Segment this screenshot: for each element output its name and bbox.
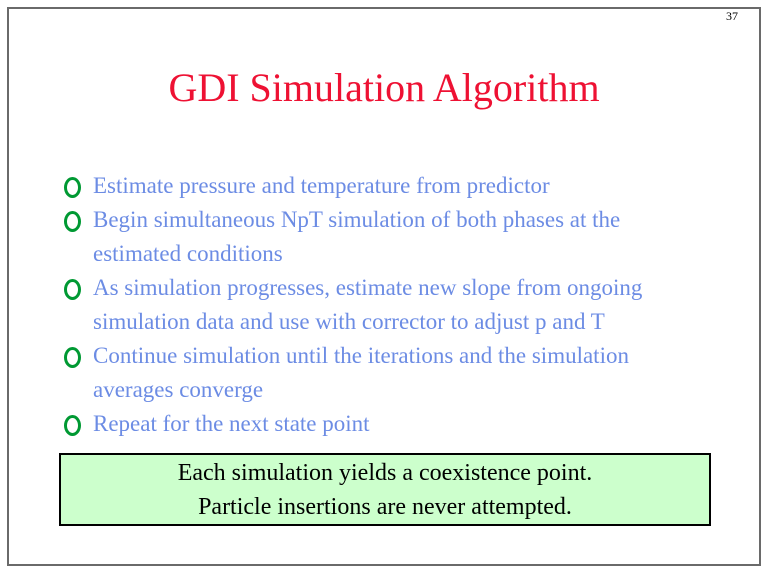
- bullet-text: As simulation progresses, estimate new s…: [93, 275, 643, 334]
- bullet-item: Estimate pressure and temperature from p…: [63, 169, 711, 203]
- slide-title: GDI Simulation Algorithm: [168, 65, 600, 110]
- circle-bullet-icon: [64, 347, 81, 368]
- callout-box: Each simulation yields a coexistence poi…: [59, 453, 711, 526]
- bullet-text: Begin simultaneous NpT simulation of bot…: [93, 207, 621, 266]
- bullet-list: Estimate pressure and temperature from p…: [63, 169, 711, 441]
- callout-line-2: Particle insertions are never attempted.: [198, 494, 572, 520]
- bullet-text: Estimate pressure and temperature from p…: [93, 173, 550, 198]
- bullet-item: Continue simulation until the iterations…: [63, 339, 711, 407]
- circle-bullet-icon: [64, 211, 81, 232]
- page-number: 37: [726, 9, 738, 23]
- callout-line-1: Each simulation yields a coexistence poi…: [177, 460, 593, 486]
- circle-bullet-icon: [64, 415, 81, 436]
- circle-bullet-icon: [64, 279, 81, 300]
- circle-bullet-icon: [64, 177, 81, 198]
- slide-border-frame: [7, 7, 761, 566]
- bullet-text: Repeat for the next state point: [93, 411, 370, 436]
- bullet-item: Repeat for the next state point: [63, 407, 711, 441]
- bullet-text: Continue simulation until the iterations…: [93, 343, 629, 402]
- bullet-item: As simulation progresses, estimate new s…: [63, 271, 711, 339]
- bullet-item: Begin simultaneous NpT simulation of bot…: [63, 203, 711, 271]
